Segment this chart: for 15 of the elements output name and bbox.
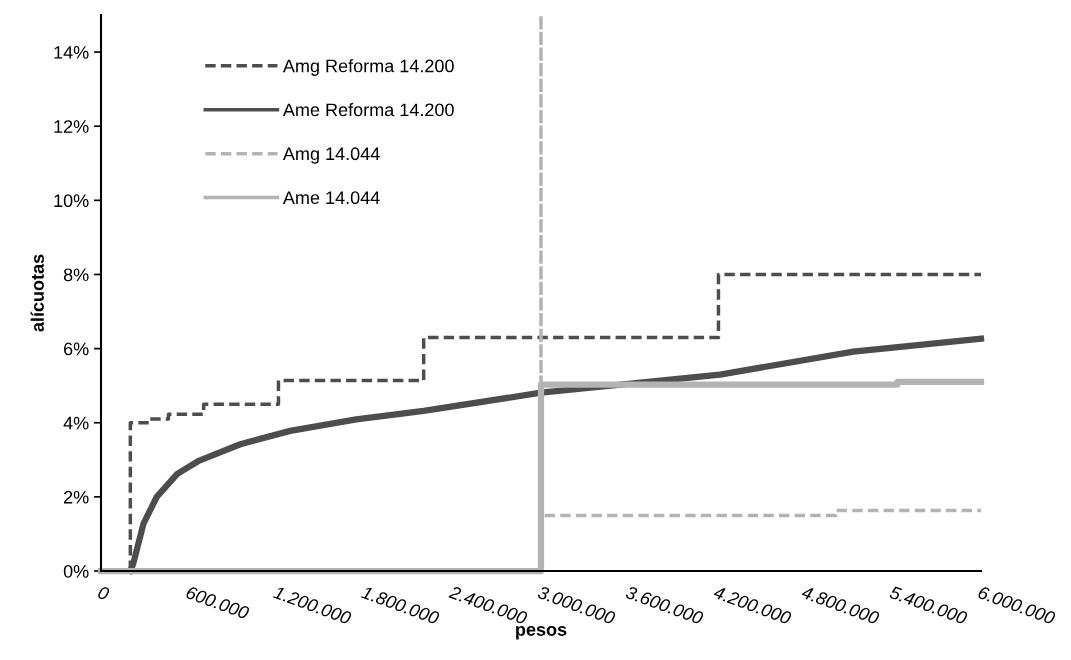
legend-label: Ame Reforma 14.200	[282, 102, 454, 117]
y-tick-label: 0%	[63, 564, 89, 578]
y-tick-label: 2%	[64, 490, 89, 504]
legend-label: Amg 14.044	[282, 147, 380, 164]
x-axis-title: pesos	[516, 625, 567, 640]
x-tick-label: 0	[97, 585, 111, 601]
y-tick-label: 8%	[63, 268, 89, 282]
y-tick-label: 10%	[54, 194, 89, 208]
y-tick-label: 4%	[63, 416, 89, 430]
y-tick-label: 14%	[54, 46, 89, 59]
y-tick-label: 12%	[54, 120, 89, 133]
legend-label: Amg Reforma 14.200	[282, 59, 454, 76]
y-axis-title: alícuotas	[30, 254, 44, 332]
y-tick-label: 6%	[64, 342, 89, 356]
legend-label: Ame 14.044	[282, 191, 380, 205]
